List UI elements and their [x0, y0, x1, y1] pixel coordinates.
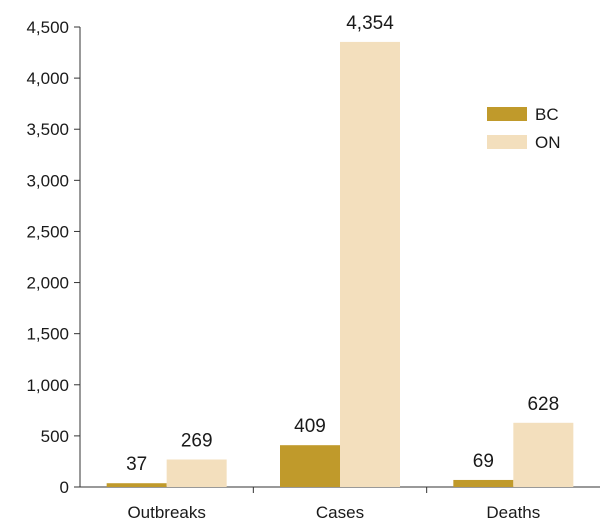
- y-tick-label: 4,500: [26, 18, 69, 37]
- data-label: 269: [181, 431, 213, 452]
- y-axis: 0 500 1,000 1,500 2,000 2,500 3,000 3,500 4,000 4…: [26, 18, 81, 497]
- bar-on: [513, 422, 574, 487]
- bar-bc: [280, 445, 340, 487]
- y-tick-label: 2,500: [26, 222, 69, 241]
- data-label: 69: [473, 451, 494, 472]
- legend-label: ON: [535, 133, 561, 152]
- bar-bc: [106, 483, 167, 487]
- x-axis: Outbreaks Cases Deaths: [80, 486, 600, 522]
- y-tick-label: 1,000: [26, 376, 69, 395]
- y-tick-label: 3,500: [26, 120, 69, 139]
- y-tick-label: 4,000: [26, 69, 69, 88]
- y-tick-label: 3,000: [26, 171, 69, 190]
- legend-label: BC: [535, 105, 559, 124]
- y-tick-label: 1,500: [26, 325, 69, 344]
- legend-swatch-on: [487, 135, 527, 149]
- data-label: 409: [294, 416, 326, 437]
- x-category-label: Deaths: [486, 503, 540, 522]
- data-label: 37: [126, 454, 147, 475]
- x-category-label: Outbreaks: [127, 503, 205, 522]
- data-labels: 37 409 69 269 4,354 628: [126, 13, 559, 475]
- bar-on: [340, 41, 400, 488]
- y-tick-label: 500: [41, 427, 69, 446]
- y-tick-label: 0: [60, 478, 69, 497]
- y-tick-label: 2,000: [26, 274, 69, 293]
- x-category-label: Cases: [316, 503, 364, 522]
- data-label: 628: [527, 394, 559, 415]
- legend-swatch-bc: [487, 107, 527, 121]
- bar-bc: [453, 479, 514, 487]
- data-label: 4,354: [346, 13, 394, 34]
- bars: [106, 41, 574, 488]
- bar-on: [166, 459, 227, 487]
- legend: BC ON: [487, 105, 561, 152]
